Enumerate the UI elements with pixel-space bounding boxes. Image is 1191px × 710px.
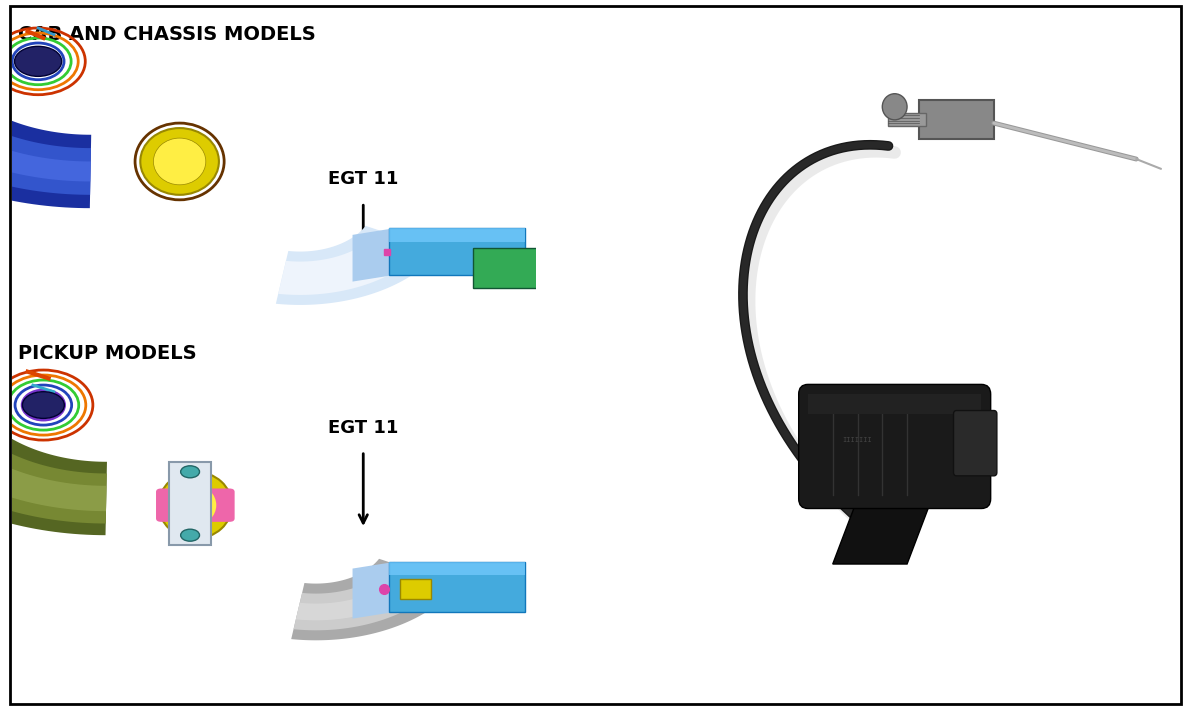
Circle shape [181, 529, 200, 541]
Polygon shape [0, 0, 91, 195]
Polygon shape [276, 226, 439, 305]
FancyBboxPatch shape [156, 488, 235, 522]
Text: CAB AND CHASSIS MODELS: CAB AND CHASSIS MODELS [18, 25, 316, 44]
Text: IIIIIII: IIIIIII [843, 437, 872, 443]
Polygon shape [353, 228, 394, 282]
Polygon shape [389, 562, 525, 575]
Polygon shape [0, 240, 107, 535]
Polygon shape [807, 394, 981, 414]
Circle shape [883, 94, 908, 120]
Polygon shape [833, 498, 931, 564]
Polygon shape [293, 564, 444, 630]
Polygon shape [888, 114, 925, 126]
Ellipse shape [154, 138, 206, 185]
Polygon shape [389, 228, 525, 275]
Polygon shape [292, 559, 459, 640]
Circle shape [23, 392, 64, 418]
Ellipse shape [174, 485, 217, 525]
Polygon shape [0, 0, 92, 208]
Polygon shape [389, 228, 525, 241]
Polygon shape [169, 462, 211, 545]
Text: EGT 11: EGT 11 [328, 170, 399, 188]
Circle shape [14, 46, 62, 77]
FancyBboxPatch shape [799, 384, 991, 508]
Polygon shape [919, 100, 993, 139]
Polygon shape [353, 562, 394, 618]
Text: EGT 11: EGT 11 [328, 419, 399, 437]
Polygon shape [389, 562, 525, 612]
Polygon shape [0, 0, 91, 182]
Polygon shape [279, 231, 426, 295]
Ellipse shape [141, 128, 219, 195]
Polygon shape [0, 249, 107, 523]
Polygon shape [400, 579, 431, 599]
Polygon shape [473, 248, 547, 288]
Polygon shape [0, 259, 106, 511]
Circle shape [181, 466, 200, 478]
Text: PICKUP MODELS: PICKUP MODELS [18, 344, 197, 364]
Ellipse shape [158, 471, 232, 538]
Polygon shape [295, 568, 430, 621]
FancyBboxPatch shape [954, 410, 997, 476]
